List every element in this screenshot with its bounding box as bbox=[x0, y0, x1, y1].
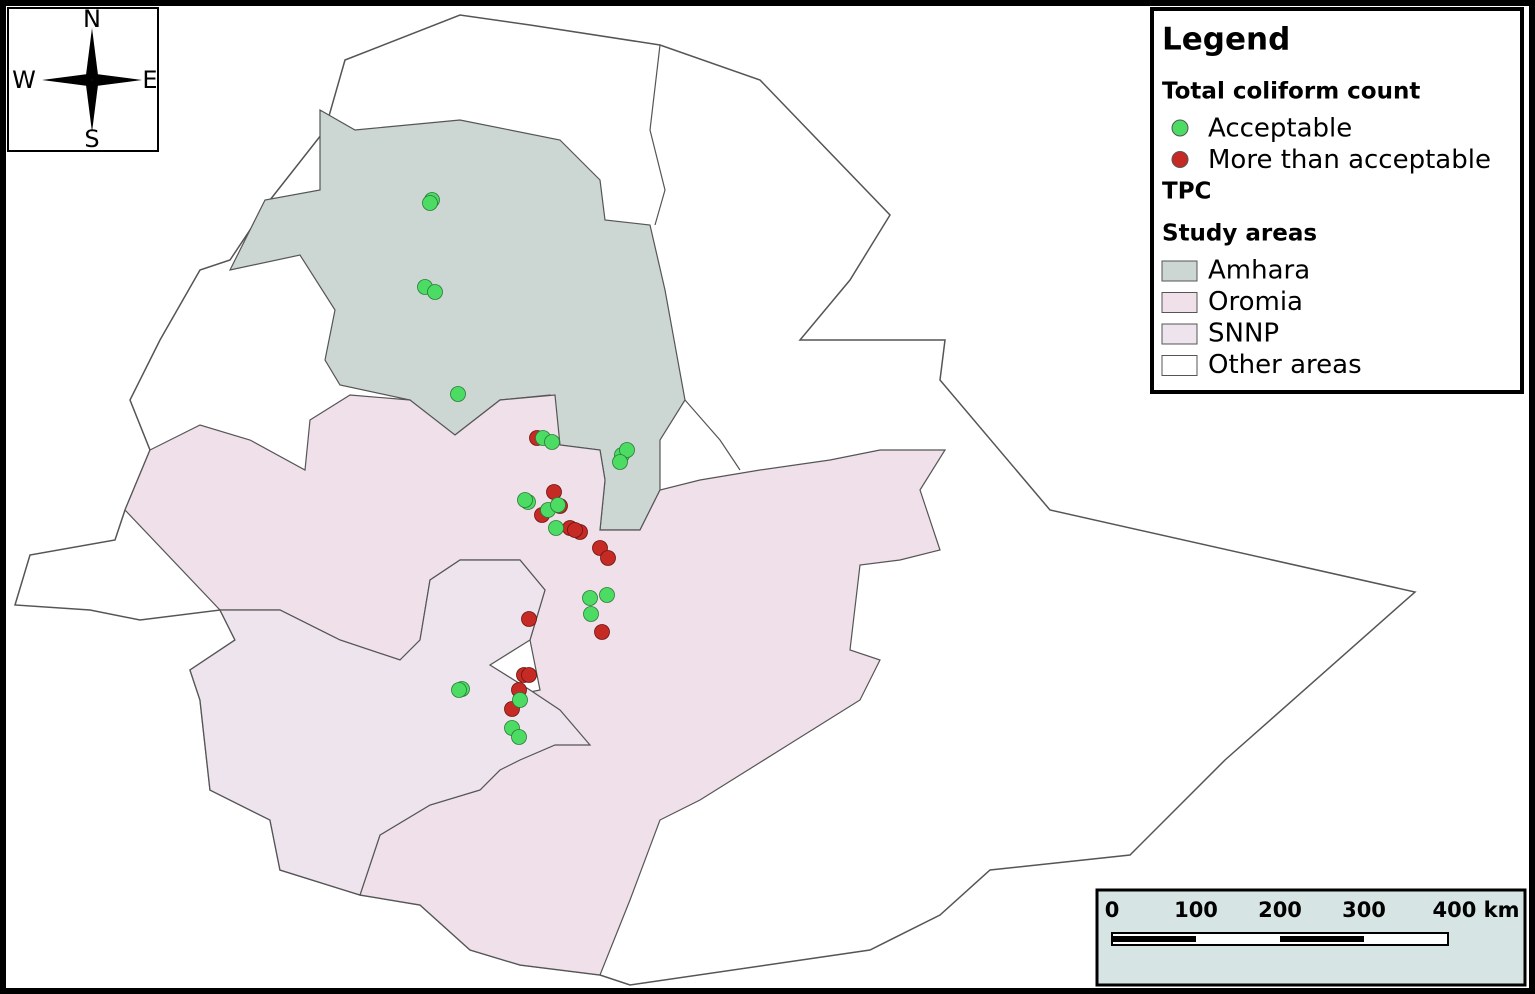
site-acceptable bbox=[451, 682, 467, 698]
site-over-limit bbox=[521, 611, 537, 627]
compass-needle bbox=[92, 74, 142, 86]
compass-needle bbox=[86, 28, 98, 80]
site-acceptable bbox=[548, 520, 564, 536]
site-over-limit bbox=[567, 522, 583, 538]
scale-label: 0 bbox=[1105, 898, 1120, 922]
site-over-limit bbox=[600, 550, 616, 566]
legend-label: Oromia bbox=[1208, 287, 1303, 317]
sample-sites bbox=[417, 192, 635, 745]
site-acceptable bbox=[582, 590, 598, 606]
compass-label: W bbox=[12, 66, 36, 94]
legend-swatch bbox=[1161, 323, 1198, 345]
site-acceptable bbox=[583, 606, 599, 622]
legend-label: Acceptable bbox=[1208, 114, 1352, 144]
compass-needle bbox=[42, 74, 92, 86]
scale-bar: 0 100 200 300 400 km bbox=[1095, 888, 1527, 987]
site-acceptable bbox=[612, 454, 628, 470]
compass-label: S bbox=[84, 125, 99, 153]
site-acceptable bbox=[450, 386, 466, 402]
scale-segment bbox=[1112, 936, 1196, 942]
legend-label: Other areas bbox=[1208, 350, 1362, 380]
legend-label: SNNP bbox=[1208, 319, 1279, 349]
scale-label: 200 bbox=[1258, 898, 1302, 922]
legend-heading: TPC bbox=[1162, 179, 1211, 205]
site-acceptable bbox=[517, 492, 533, 508]
scale-label: 300 bbox=[1342, 898, 1386, 922]
site-acceptable bbox=[550, 497, 566, 513]
legend-marker bbox=[1171, 151, 1189, 168]
legend-heading: Total coliform count bbox=[1162, 79, 1420, 105]
compass-label: E bbox=[142, 66, 157, 94]
legend-label: More than acceptable bbox=[1208, 145, 1491, 175]
region-border bbox=[649, 44, 666, 226]
region-border bbox=[684, 399, 741, 471]
legend-marker bbox=[1171, 119, 1189, 137]
site-acceptable bbox=[511, 729, 527, 745]
legend-swatch bbox=[1161, 260, 1198, 282]
compass-needle bbox=[86, 80, 98, 132]
site-acceptable bbox=[512, 692, 528, 708]
snnp-region bbox=[189, 559, 592, 896]
legend-title: Legend bbox=[1162, 22, 1290, 58]
site-acceptable bbox=[544, 434, 560, 450]
site-acceptable bbox=[422, 195, 438, 211]
legend-swatch bbox=[1161, 355, 1198, 376]
site-over-limit bbox=[594, 624, 610, 640]
scale-label: 400 km bbox=[1433, 898, 1520, 922]
site-over-limit bbox=[521, 667, 537, 683]
compass: N W E S bbox=[7, 5, 159, 153]
legend-box bbox=[1150, 7, 1524, 394]
legend: Legend Total coliform count AcceptableMor… bbox=[1150, 7, 1524, 394]
scale-label: 100 bbox=[1174, 898, 1218, 922]
site-acceptable bbox=[619, 442, 635, 458]
scale-segment bbox=[1280, 936, 1364, 942]
site-acceptable bbox=[599, 587, 615, 603]
legend-label: Amhara bbox=[1208, 256, 1310, 286]
site-acceptable bbox=[427, 284, 443, 300]
legend-swatch bbox=[1161, 292, 1198, 313]
legend-heading: Study areas bbox=[1162, 221, 1317, 247]
compass-label: N bbox=[83, 5, 101, 33]
